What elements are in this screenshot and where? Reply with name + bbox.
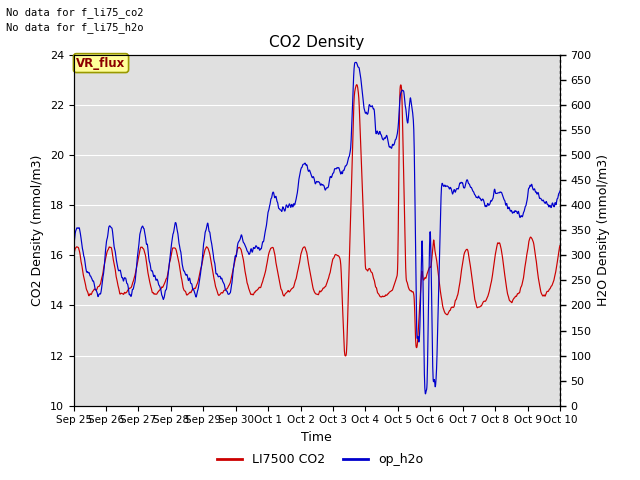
Y-axis label: CO2 Density (mmol/m3): CO2 Density (mmol/m3): [31, 155, 44, 306]
Text: No data for f_li75_co2: No data for f_li75_co2: [6, 7, 144, 18]
Y-axis label: H2O Density (mmol/m3): H2O Density (mmol/m3): [597, 155, 610, 306]
Legend: LI7500 CO2, op_h2o: LI7500 CO2, op_h2o: [211, 448, 429, 471]
Text: VR_flux: VR_flux: [76, 57, 125, 70]
X-axis label: Time: Time: [301, 431, 332, 444]
Title: CO2 Density: CO2 Density: [269, 35, 364, 50]
Text: No data for f_li75_h2o: No data for f_li75_h2o: [6, 22, 144, 33]
